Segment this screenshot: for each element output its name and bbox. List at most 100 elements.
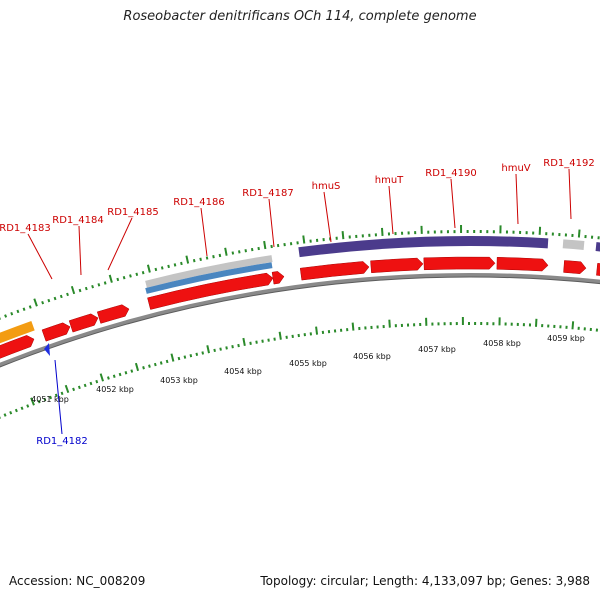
minor-tick [95, 379, 99, 384]
scale-label: 4057 kbp [418, 345, 456, 354]
cds-arrow[interactable] [563, 260, 587, 274]
minor-tick [28, 305, 32, 309]
minor-tick [135, 272, 139, 277]
gene-label[interactable]: RD1_4183 [0, 223, 51, 234]
minor-tick [122, 275, 126, 280]
accession-text: Accession: NC_008209 [9, 574, 146, 588]
minor-tick [89, 381, 93, 386]
minor-tick [72, 387, 76, 392]
minor-tick [154, 267, 158, 272]
minor-tick [173, 263, 177, 267]
scale-label: 4052 kbp [96, 385, 134, 394]
minor-tick [53, 296, 57, 301]
minor-tick [78, 288, 82, 293]
minor-tick [10, 311, 14, 316]
minor-tick [129, 274, 132, 278]
gene-label[interactable]: RD1_4184 [52, 215, 103, 226]
reverse-cds-arrow[interactable] [44, 343, 50, 356]
minor-tick [97, 283, 101, 287]
major-tick [33, 298, 38, 307]
orange-feature[interactable] [0, 320, 35, 347]
minor-tick [238, 250, 241, 254]
minor-tick [60, 391, 64, 396]
cds-arrow[interactable] [147, 272, 274, 310]
minor-tick [77, 385, 81, 390]
minor-tick [130, 369, 134, 373]
gene-label-leader [54, 359, 63, 435]
cds-arrow[interactable] [96, 304, 130, 324]
cds-arrow[interactable] [41, 322, 71, 342]
major-tick [388, 319, 391, 328]
minor-tick [189, 354, 193, 358]
major-tick [315, 326, 319, 335]
major-tick [381, 227, 384, 236]
gene-label[interactable]: RD1_4186 [173, 197, 224, 208]
scale-label-layer: 4051 kbp 4052 kbp 4053 kbp 4054 kbp 4055 kbp… [31, 334, 585, 404]
gene-label[interactable]: RD1_4190 [425, 168, 476, 179]
major-tick [134, 362, 140, 372]
cds-arrow[interactable] [0, 335, 35, 361]
minor-tick [43, 397, 47, 402]
minor-tick [160, 266, 164, 270]
gene-label[interactable]: hmuS [312, 181, 341, 192]
minor-tick [59, 294, 63, 299]
cds-arrow[interactable] [423, 256, 496, 271]
purple-feature[interactable] [595, 242, 600, 252]
purple-feature[interactable] [298, 236, 549, 258]
minor-tick [148, 364, 151, 368]
cds-arrow[interactable] [370, 257, 424, 274]
gene-label[interactable]: RD1_4182 [36, 436, 87, 447]
blue-feature[interactable] [145, 262, 273, 294]
minor-tick [199, 257, 202, 261]
cds-arrow[interactable] [596, 263, 600, 276]
minor-tick [159, 361, 163, 365]
major-tick [146, 264, 151, 273]
minor-tick [218, 253, 222, 258]
scale-label: 4059 kbp [547, 334, 585, 343]
cds-arrow[interactable] [271, 271, 285, 285]
scale-label: 4056 kbp [353, 352, 391, 361]
minor-tick [26, 404, 30, 408]
minor-tick [4, 314, 8, 318]
minor-tick [261, 339, 264, 343]
scale-label: 4051 kbp [31, 395, 69, 404]
grey-feature[interactable] [145, 255, 273, 288]
minor-tick [165, 359, 169, 364]
minor-tick [180, 261, 183, 266]
cds-arrow[interactable] [496, 257, 549, 272]
cds-arrow[interactable] [68, 313, 99, 333]
minor-tick [3, 413, 7, 417]
minor-tick [54, 393, 58, 398]
cds-track[interactable] [0, 256, 600, 361]
feature-track[interactable] [0, 236, 600, 347]
minor-tick [22, 307, 26, 311]
minor-tick [219, 347, 222, 351]
minor-tick [237, 343, 240, 348]
genome-backbone [0, 273, 600, 368]
major-tick [263, 240, 267, 250]
genome-summary-text: Topology: circular; Length: 4,133,097 bp… [260, 574, 590, 588]
backbone-shadow [0, 276, 600, 368]
cds-arrow[interactable] [299, 261, 370, 281]
gene-label[interactable]: RD1_4192 [543, 158, 594, 169]
scale-label: 4058 kbp [483, 339, 521, 348]
major-tick [242, 337, 246, 347]
gene-label[interactable]: RD1_4187 [242, 188, 293, 199]
minor-tick [213, 348, 216, 353]
gene-label-leader [268, 198, 275, 248]
minor-tick [9, 410, 13, 415]
gene-label[interactable]: hmuT [375, 175, 404, 186]
major-tick [70, 285, 76, 295]
minor-tick [167, 264, 170, 269]
minor-tick [83, 383, 87, 388]
gene-label[interactable]: hmuV [501, 163, 530, 174]
minor-tick [231, 345, 234, 349]
gene-label[interactable]: RD1_4185 [107, 207, 158, 218]
major-tick [170, 353, 175, 362]
gene-label-leader [450, 178, 456, 229]
grey-feature[interactable] [562, 239, 585, 250]
scale-label: 4055 kbp [289, 359, 327, 368]
minor-tick [201, 351, 205, 355]
